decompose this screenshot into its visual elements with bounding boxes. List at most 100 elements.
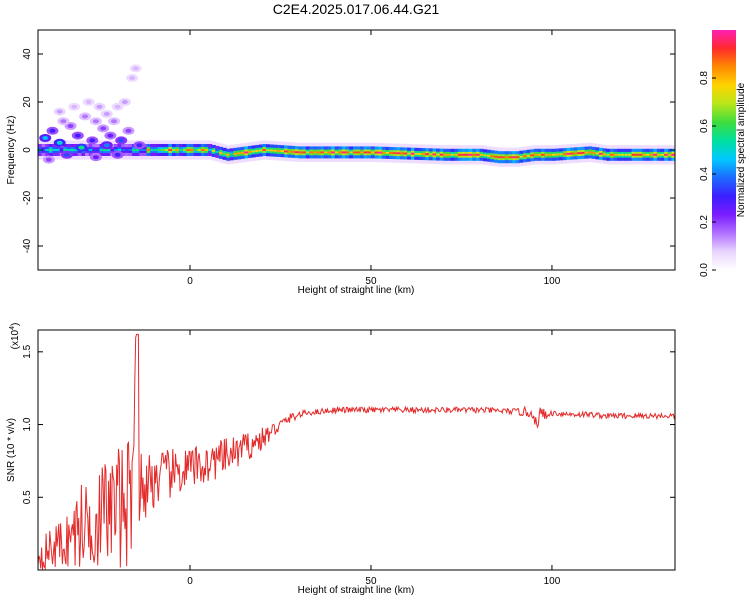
spectrogram-ridge	[363, 151, 368, 154]
spectrogram-ridge	[284, 150, 289, 153]
spectrogram-ridge	[486, 154, 491, 157]
spectrogram-ridge	[229, 153, 234, 156]
spectrogram-ridge	[454, 153, 459, 156]
spectrogram-ridge	[247, 150, 253, 153]
spectrogram-ridge	[577, 152, 582, 155]
spectrogram-ridge	[114, 149, 119, 151]
spectrogram-ridge	[41, 149, 46, 151]
spectrogram-blob-core	[103, 143, 110, 148]
spectrogram-ridge	[378, 151, 383, 154]
colorbar-tick-label: 0.6	[699, 119, 710, 133]
spectrogram-ridge	[457, 153, 462, 156]
spectrogram-blob-core	[114, 152, 121, 157]
spectrogram-ridge	[175, 149, 180, 151]
spectrogram-ridge	[352, 151, 357, 154]
spectrogram-blob-core	[45, 157, 52, 162]
colorbar-tick-label: 0.2	[699, 215, 710, 229]
spectrogram-ridge	[193, 149, 198, 151]
spectrogram-ridge	[573, 152, 578, 155]
spectrogram-ridge	[624, 153, 629, 156]
spectrogram-ridge	[211, 150, 216, 152]
spectrogram-ridge	[338, 151, 343, 154]
spectrogram-x-tick-label: 0	[187, 276, 193, 287]
spectrogram-ridge	[566, 152, 571, 155]
snr-panel: 0 50 100 0.5 1.0 1.5 Height of straight line…	[6, 323, 676, 596]
spectrogram-ridge	[266, 149, 271, 152]
spectrogram-blob-core	[114, 104, 121, 109]
spectrogram-ridge	[316, 151, 321, 154]
spectrogram-ridge	[251, 150, 256, 153]
spectrogram-ridge	[168, 149, 173, 151]
spectrogram-ridge	[121, 149, 126, 151]
spectrogram-ridge	[490, 155, 495, 158]
spectrogram-blob-core	[118, 138, 125, 143]
spectrogram-ridge	[164, 149, 169, 151]
spectrogram-ridge	[103, 149, 108, 151]
spectrogram-ridge	[504, 156, 510, 159]
spectrogram-ridge	[588, 151, 593, 154]
spectrogram-ridge	[95, 149, 101, 151]
spectrogram-y-tick-label: 0	[22, 147, 33, 153]
spectrogram-ridge	[512, 156, 517, 159]
spectrogram-ridge	[653, 153, 658, 156]
spectrogram-blob-core	[63, 152, 70, 157]
spectrogram-ridge	[106, 149, 111, 151]
spectrogram-ridge	[671, 153, 675, 156]
spectrogram-ridge	[559, 153, 564, 156]
spectrogram-ridge	[88, 149, 93, 151]
colorbar-label: Normalized spectral amplitude	[736, 82, 747, 217]
snr-x-ticks: 0 50 100	[187, 330, 561, 587]
spectrogram-ridge	[584, 151, 589, 154]
spectrogram-ridge	[208, 149, 213, 151]
spectrogram-ridge	[407, 152, 412, 155]
spectrogram-ridge	[360, 151, 365, 154]
spectrogram-blob-core	[85, 100, 92, 104]
spectrogram-ridge	[52, 149, 57, 151]
spectrogram-ridge	[385, 151, 390, 154]
spectrogram-ridge	[135, 149, 140, 151]
spectrogram-ridge	[649, 153, 654, 156]
spectrogram-ridge	[233, 152, 238, 155]
spectrogram-ridge	[515, 156, 520, 159]
spectrogram-ridge	[519, 155, 524, 158]
spectrogram-x-label: Height of straight line (km)	[298, 285, 415, 296]
spectrogram-blob-core	[121, 100, 128, 104]
snr-multiplier-base: (x10	[10, 329, 21, 349]
spectrogram-ridge	[45, 149, 50, 151]
spectrogram-ridge	[425, 153, 430, 156]
spectrogram-ridge	[70, 149, 75, 151]
spectrogram-ridge	[475, 153, 481, 156]
spectrogram-ridge	[562, 153, 567, 156]
spectrogram-blob-core	[129, 76, 136, 80]
spectrogram-ridge	[399, 152, 405, 155]
colorbar-scale	[712, 30, 736, 270]
spectrogram-ridge	[146, 149, 151, 151]
spectrogram-ridge	[602, 153, 607, 156]
spectrogram-ridge	[171, 149, 177, 151]
spectrogram-ridge	[56, 149, 61, 151]
spectrogram-ridge	[222, 152, 227, 155]
spectrogram-ridge	[48, 149, 53, 151]
spectrogram-ridge	[63, 149, 68, 151]
spectrogram-blob-core	[100, 126, 107, 131]
spectrogram-ridge	[537, 153, 542, 156]
spectrogram-ridge	[226, 153, 231, 156]
spectrogram-ridge	[595, 152, 600, 155]
spectrogram-ridge	[59, 149, 64, 151]
spectrogram-ridge	[501, 156, 506, 159]
spectrogram-ridge	[258, 149, 263, 152]
colorbar-tick-label: 0.8	[699, 71, 710, 85]
spectrogram-blob-core	[71, 104, 78, 109]
spectrogram-ridge	[421, 153, 426, 156]
snr-multiplier: (x104)	[9, 323, 21, 350]
spectrogram-ridge	[367, 151, 372, 154]
spectrogram-blob-core	[92, 119, 99, 124]
spectrogram-ridge	[613, 153, 618, 156]
spectrogram-ridge	[334, 151, 339, 154]
spectrogram-ridge	[179, 149, 184, 151]
spectrogram-ridge	[544, 153, 549, 156]
spectrogram-ridge	[157, 149, 162, 151]
spectrogram-ridge	[403, 152, 408, 155]
spectrogram-ridge	[638, 153, 643, 156]
spectrogram-ridge	[472, 153, 477, 156]
